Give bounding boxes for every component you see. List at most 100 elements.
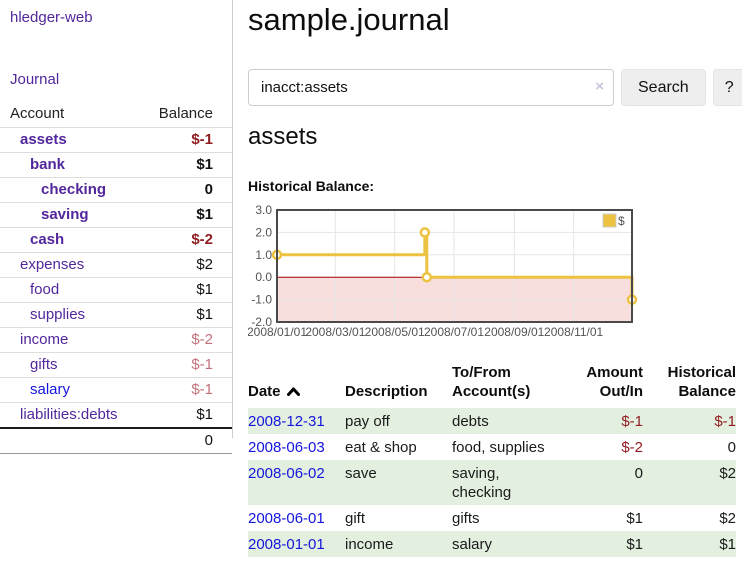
register-row: 2008-06-02 save saving, checking 0 $2 (248, 460, 736, 505)
transaction-date-link[interactable]: 2008-06-02 (248, 465, 325, 482)
app-title-link[interactable]: hledger-web (10, 9, 93, 26)
column-header-accounts: To/From Account(s) (452, 364, 531, 400)
account-row: food $1 (0, 277, 232, 302)
accounts-total-balance: 0 (204, 432, 213, 449)
transaction-date-link[interactable]: 2008-06-01 (248, 510, 325, 527)
account-row: expenses $2 (0, 252, 232, 277)
account-balance: $1 (196, 206, 213, 223)
account-link[interactable]: liabilities:debts (20, 406, 118, 423)
register-body: 2008-12-31 pay off debts $-1 $-1 2008-06… (248, 408, 736, 557)
account-balance: $-2 (191, 231, 213, 248)
search-button[interactable]: Search (621, 69, 706, 106)
accounts-header-row: Account Balance (0, 101, 232, 127)
transaction-description: gift (345, 510, 366, 527)
account-row: bank $1 (0, 152, 232, 177)
column-header-date[interactable]: Date (248, 361, 345, 408)
svg-text:2008/05/01: 2008/05/01 (365, 325, 425, 339)
account-row: salary $-1 (0, 377, 232, 402)
accounts-column-balance: Balance (158, 105, 213, 122)
transaction-balance: $1 (719, 536, 736, 553)
account-balance: $1 (196, 281, 213, 298)
transaction-balance: $2 (719, 510, 736, 527)
account-link[interactable]: saving (41, 206, 89, 223)
clear-search-icon[interactable]: × (595, 78, 604, 95)
historical-balance-chart: 3.0 2.0 1.0 0.0 -1.0 -2.02008/01/012008/03/01… (248, 203, 638, 339)
transaction-balance: $2 (719, 465, 736, 482)
register-row: 2008-06-01 gift gifts $1 $2 (248, 505, 736, 531)
transaction-date-link[interactable]: 2008-01-01 (248, 536, 325, 553)
account-row: assets $-1 (0, 127, 232, 152)
svg-text:-2.0: -2.0 (251, 315, 272, 329)
account-row: checking 0 (0, 177, 232, 202)
account-link[interactable]: expenses (20, 256, 85, 273)
transaction-balance: $-1 (714, 413, 736, 430)
account-link[interactable]: checking (41, 181, 107, 198)
accounts-panel: Account Balance assets $-1 bank $1 check… (0, 101, 232, 454)
chart-title: Historical Balance: (248, 178, 375, 194)
account-row: supplies $1 (0, 302, 232, 327)
account-link[interactable]: salary (30, 381, 71, 398)
accounts-list: assets $-1 bank $1 checking 0 saving $1 (0, 127, 232, 427)
svg-text:0.0: 0.0 (255, 270, 272, 284)
search-help-button[interactable]: ? (712, 69, 742, 106)
account-link[interactable]: income (20, 331, 69, 348)
transaction-date-link[interactable]: 2008-12-31 (248, 413, 325, 430)
register-header-row: Date Description To/From Account(s) Amou… (248, 361, 736, 408)
page-title: sample.journal (248, 2, 450, 37)
svg-text:3.0: 3.0 (255, 203, 272, 217)
account-link[interactable]: bank (30, 156, 66, 173)
account-balance: $-1 (191, 381, 213, 398)
account-link[interactable]: food (30, 281, 60, 298)
account-row: saving $1 (0, 202, 232, 227)
account-balance: $2 (196, 256, 213, 273)
transaction-amount: $1 (626, 510, 643, 527)
account-row: liabilities:debts $1 (0, 402, 232, 427)
transaction-description: eat & shop (345, 439, 417, 456)
account-balance: $1 (196, 156, 213, 173)
svg-text:$: $ (618, 214, 625, 228)
main-content: sample.journal × Search ? assets Histori… (248, 0, 742, 582)
column-header-description: Description (345, 383, 428, 400)
account-balance: $-1 (191, 131, 213, 148)
register-row: 2008-12-31 pay off debts $-1 $-1 (248, 408, 736, 434)
svg-text:2008/11/01: 2008/11/01 (544, 325, 603, 339)
sidebar-item-journal[interactable]: Journal (10, 71, 60, 88)
account-balance: $1 (196, 306, 213, 323)
search-bar: × Search ? (248, 69, 742, 106)
transaction-description: pay off (345, 413, 390, 430)
transaction-amount: $1 (626, 536, 643, 553)
account-link[interactable]: assets (20, 131, 67, 148)
svg-text:2.0: 2.0 (255, 225, 272, 239)
svg-text:2008/09/01: 2008/09/01 (484, 325, 544, 339)
transaction-amount: $-1 (621, 413, 643, 430)
account-row: cash $-2 (0, 227, 232, 252)
svg-text:1.0: 1.0 (255, 248, 272, 262)
svg-text:2008/01/01: 2008/01/01 (248, 325, 307, 339)
account-row: income $-2 (0, 327, 232, 352)
sort-ascending-icon (286, 387, 300, 396)
transaction-amount: $-2 (621, 439, 643, 456)
account-balance: $-1 (191, 356, 213, 373)
transaction-accounts: salary (452, 536, 493, 553)
transaction-date-link[interactable]: 2008-06-03 (248, 439, 325, 456)
transaction-description: save (345, 465, 377, 482)
transaction-amount: 0 (634, 465, 643, 482)
account-link[interactable]: supplies (30, 306, 86, 323)
account-row: gifts $-1 (0, 352, 232, 377)
account-heading: assets (248, 123, 318, 150)
svg-text:2008/07/01: 2008/07/01 (424, 325, 484, 339)
account-link[interactable]: cash (30, 231, 65, 248)
accounts-column-account: Account (10, 105, 65, 122)
account-link[interactable]: gifts (30, 356, 58, 373)
transaction-accounts: gifts (452, 510, 480, 527)
transaction-accounts: food, supplies (452, 439, 545, 456)
register-row: 2008-06-03 eat & shop food, supplies $-2… (248, 434, 736, 460)
search-input[interactable] (248, 69, 614, 106)
transaction-accounts: debts (452, 413, 489, 430)
sidebar: hledger-web Journal Account Balance asse… (0, 0, 233, 454)
register-row: 2008-01-01 income salary $1 $1 (248, 531, 736, 557)
column-header-amount: Amount Out/In (586, 364, 643, 400)
account-balance: $1 (196, 406, 213, 423)
svg-text:2008/03/01: 2008/03/01 (305, 325, 365, 339)
column-header-balance: Historical Balance (667, 364, 736, 400)
